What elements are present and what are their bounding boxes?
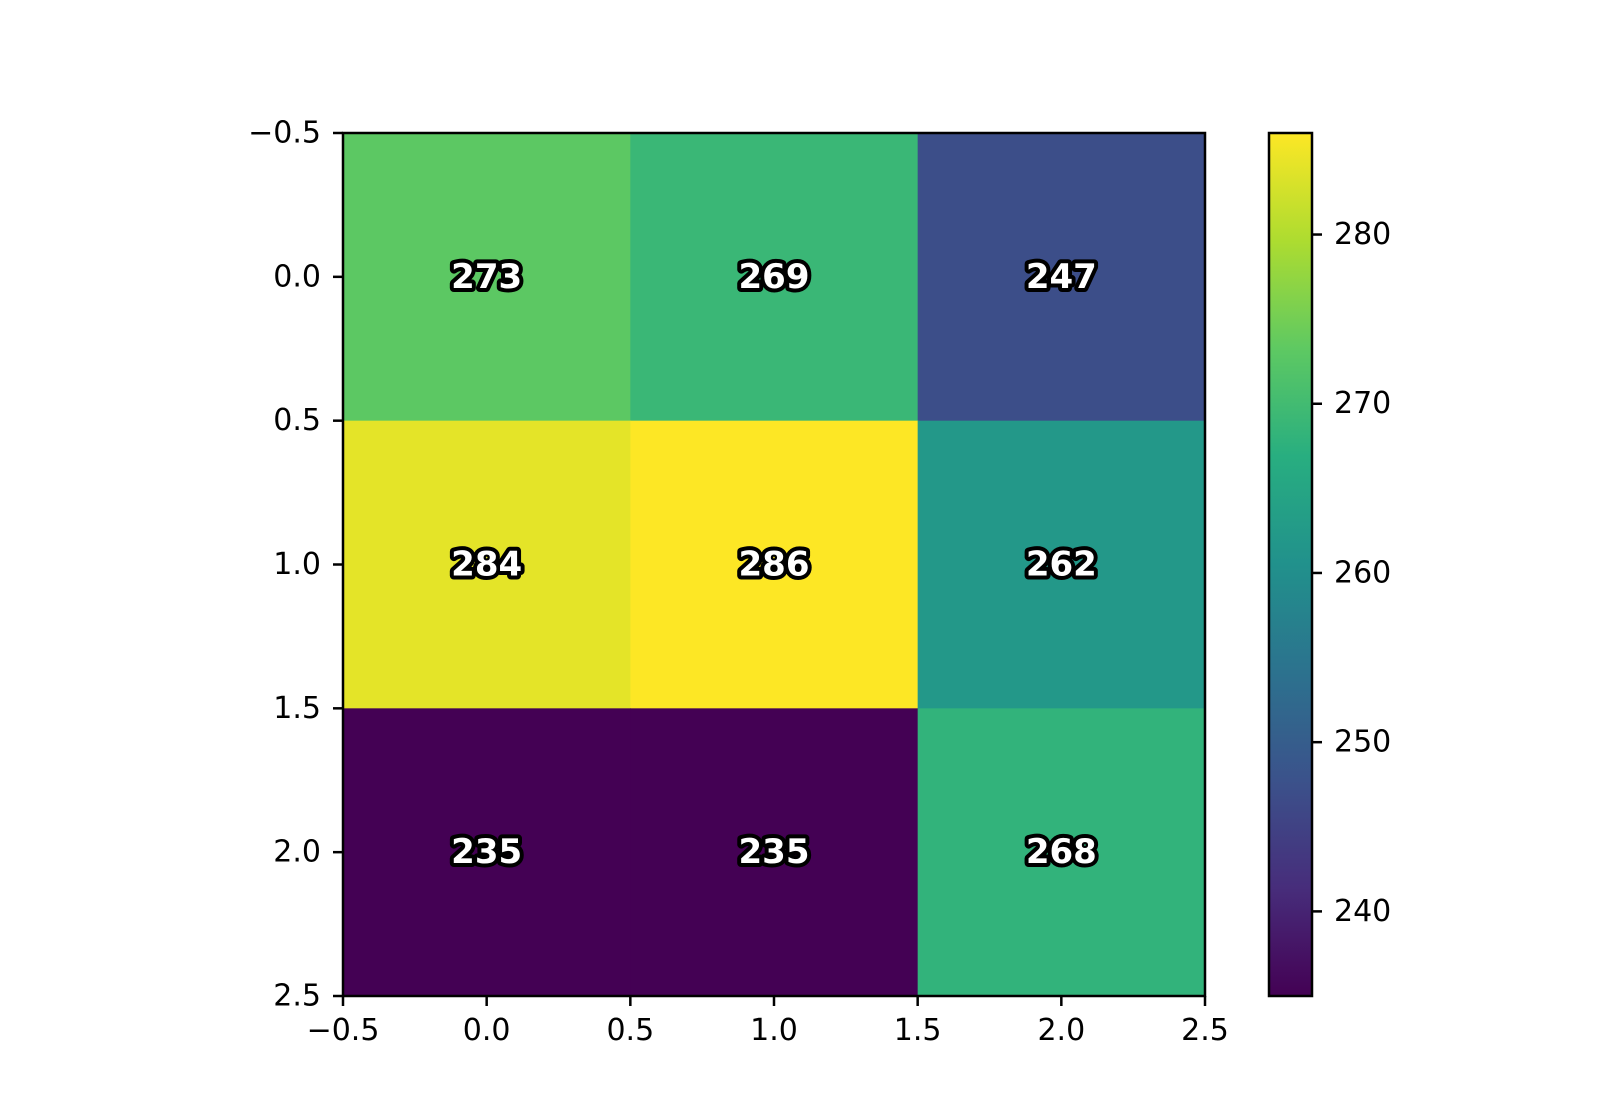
x-tick-label: 1.5 (894, 1013, 942, 1048)
colorbar-tick-label: 270 (1334, 386, 1391, 421)
heatmap-cell-r1-c2 (917, 420, 1206, 709)
cell-label-r1-c2: 262 (1026, 545, 1097, 585)
colorbar-tick-label: 240 (1334, 894, 1391, 929)
x-tick-label: 0.0 (463, 1013, 511, 1048)
colorbar-tick-label: 260 (1334, 555, 1391, 590)
cell-label-r2-c1: 235 (739, 832, 810, 872)
heatmap-cell-r2-c2 (917, 708, 1206, 997)
x-axis: −0.5 0.0 0.5 1.0 1.5 2.0 2.5 (307, 996, 1229, 1048)
x-tick-label: 2.0 (1037, 1013, 1085, 1048)
y-tick-label: −0.5 (248, 116, 321, 151)
heatmap-cell-r2-c1 (630, 708, 919, 997)
cell-label-r2-c2: 268 (1026, 832, 1097, 872)
y-tick-label: 0.5 (273, 403, 321, 438)
y-tick-label: 1.5 (273, 691, 321, 726)
y-tick-label: 1.0 (273, 547, 321, 582)
x-tick-label: 0.5 (606, 1013, 654, 1048)
y-axis: −0.5 0.0 0.5 1.0 1.5 2.0 2.5 (248, 116, 343, 1014)
cell-label-r1-c0: 284 (451, 545, 522, 585)
cell-label-r0-c0: 273 (451, 257, 522, 297)
colorbar-tick-label: 250 (1334, 725, 1391, 760)
cell-label-r2-c0: 235 (451, 832, 522, 872)
heatmap-cell-r1-c0 (343, 420, 631, 709)
cell-label-r0-c2: 247 (1026, 257, 1097, 297)
colorbar: 240 250 260 270 280 (1267, 131, 1391, 998)
y-tick-label: 2.5 (273, 979, 321, 1014)
colorbar-gradient (1269, 133, 1312, 996)
heatmap-cell-r2-c0 (343, 708, 631, 997)
heatmap-cell-r0-c2 (917, 133, 1206, 422)
heatmap-cell-r0-c0 (343, 133, 631, 422)
y-tick-label: 0.0 (273, 259, 321, 294)
colorbar-frame (1267, 131, 1314, 998)
heatmap-cell-r0-c1 (630, 133, 919, 422)
x-tick-label: 2.5 (1181, 1013, 1229, 1048)
x-tick-label: 1.0 (750, 1013, 798, 1048)
heatmap-cell-labels: 273 269 247 284 286 262 235 235 268 (447, 253, 1101, 876)
cell-label-r1-c1: 286 (739, 545, 810, 585)
cell-label-r0-c1: 269 (739, 257, 810, 297)
heatmap-cell-r1-c1 (630, 420, 919, 709)
heatmap-cells (343, 133, 1206, 997)
y-tick-label: 2.0 (273, 835, 321, 870)
x-tick-label: −0.5 (307, 1013, 380, 1048)
colorbar-tick-label: 280 (1334, 217, 1391, 252)
